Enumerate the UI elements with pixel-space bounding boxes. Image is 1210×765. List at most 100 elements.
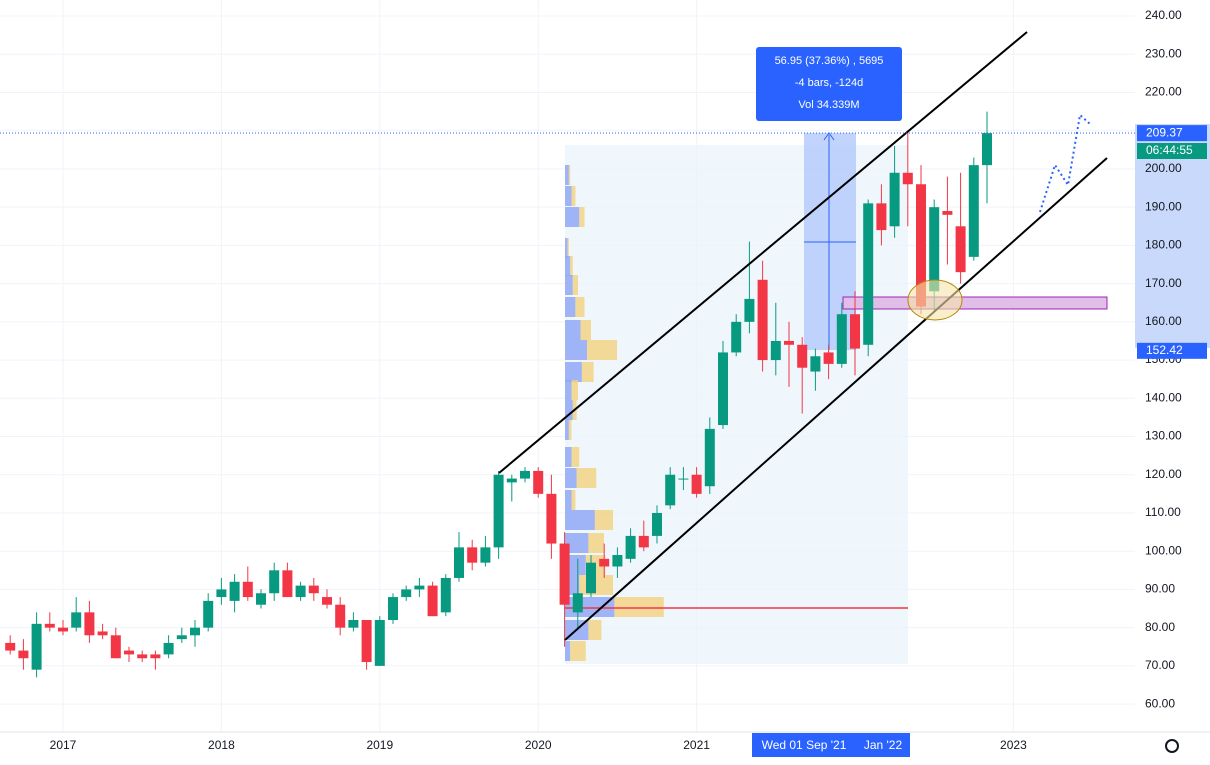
volume-profile-bar xyxy=(565,420,569,440)
candle-body xyxy=(58,627,68,632)
candle-body xyxy=(876,203,887,231)
volume-profile-bar xyxy=(572,275,578,295)
candle-body xyxy=(863,203,874,345)
candle-body xyxy=(5,642,16,651)
candle-body xyxy=(889,172,900,227)
volume-profile-bar xyxy=(594,510,614,530)
candle-body xyxy=(506,478,517,483)
candle-body xyxy=(467,547,478,563)
candle-body xyxy=(18,650,29,659)
candle-body xyxy=(124,650,134,655)
y-tick-label: 130.00 xyxy=(1145,429,1182,443)
volume-profile-bar xyxy=(568,420,572,440)
candle-body xyxy=(203,600,214,628)
volume-profile-bar xyxy=(570,256,573,276)
candle-body xyxy=(665,474,676,506)
x-tick-label: 2021 xyxy=(683,738,710,752)
volume-profile-bar xyxy=(588,533,604,553)
y-tick-label: 90.00 xyxy=(1145,582,1175,596)
candle-body xyxy=(968,165,979,257)
candle-body xyxy=(704,428,715,487)
candle-body xyxy=(493,474,504,548)
y-axis-highlight xyxy=(1135,124,1210,348)
volume-profile-bar xyxy=(614,597,664,617)
volume-profile-bar xyxy=(570,641,586,661)
candle-body xyxy=(744,298,755,322)
candle-body xyxy=(308,585,319,594)
candle-body xyxy=(902,172,913,185)
candle-body xyxy=(269,570,280,594)
candle-body xyxy=(322,597,332,605)
y-tick-label: 180.00 xyxy=(1145,238,1182,252)
candle-body xyxy=(427,585,438,617)
candle-body xyxy=(638,535,649,548)
volume-profile-bar xyxy=(565,186,572,206)
volume-profile-bar xyxy=(579,575,614,595)
candle-body xyxy=(559,543,570,605)
y-tick-label: 200.00 xyxy=(1145,161,1182,175)
candle-body xyxy=(31,623,42,670)
crosshair-label-bg xyxy=(752,733,856,757)
y-tick-label: 230.00 xyxy=(1145,46,1182,60)
volume-profile-bar xyxy=(565,275,573,295)
candle-body xyxy=(454,547,464,578)
candle-body xyxy=(797,344,808,368)
crosshair-x-label: Wed 01 Sep '21 xyxy=(762,738,847,752)
candle-body xyxy=(599,558,610,567)
volume-profile-bar xyxy=(579,207,585,227)
candle-body xyxy=(823,352,834,364)
volume-profile-bar xyxy=(568,165,571,185)
candle-body xyxy=(836,314,847,364)
candle-body xyxy=(929,207,940,292)
candle-body xyxy=(374,620,385,666)
volume-profile-bar xyxy=(580,320,591,340)
y-tick-label: 140.00 xyxy=(1145,390,1182,404)
y-tick-label: 160.00 xyxy=(1145,314,1182,328)
trend-line-upper xyxy=(498,31,1028,474)
y-tick-label: 110.00 xyxy=(1145,505,1181,519)
volume-profile-bar xyxy=(565,297,576,317)
volume-profile-bar xyxy=(565,256,571,276)
volume-profile-bar xyxy=(565,641,571,661)
candle-body xyxy=(916,184,926,307)
x-tick-label: 2018 xyxy=(208,738,235,752)
candle-body xyxy=(190,627,200,636)
volume-profile-bar xyxy=(581,362,594,382)
candle-body xyxy=(414,585,425,590)
price-label-bg xyxy=(1137,342,1207,359)
candle-body xyxy=(546,493,557,544)
candle-body xyxy=(256,593,266,605)
crosshair-label-bg xyxy=(856,733,910,757)
candle-body xyxy=(71,612,82,628)
candle-body xyxy=(440,577,451,613)
volume-profile-bar xyxy=(565,362,582,382)
settings-icon[interactable] xyxy=(1165,739,1179,753)
candle-body xyxy=(533,470,544,494)
measure-info xyxy=(756,47,902,121)
measure-text: -4 bars, -124d xyxy=(795,77,863,89)
candle-body xyxy=(520,470,530,479)
price-label: 209.37 xyxy=(1146,125,1183,139)
y-tick-label: 220.00 xyxy=(1145,85,1182,99)
volume-profile-bar xyxy=(571,447,580,467)
candle-body xyxy=(810,356,821,372)
candle-body xyxy=(229,581,240,601)
volume-profile-bar xyxy=(588,620,602,640)
x-tick-label: 2019 xyxy=(366,738,393,752)
volume-profile-bar xyxy=(565,597,615,617)
volume-profile-bar xyxy=(565,468,577,488)
candle-body xyxy=(691,474,702,494)
candle-body xyxy=(84,612,95,636)
measure-text: Vol 34.339M xyxy=(798,99,859,111)
candle-body xyxy=(784,340,794,345)
candle-body xyxy=(586,562,596,594)
candle-body xyxy=(652,512,662,536)
zone-rect xyxy=(842,296,1108,310)
volume-profile-bar xyxy=(576,468,597,488)
candle-body xyxy=(282,570,293,598)
candle-body xyxy=(850,314,860,349)
y-tick-label: 100.00 xyxy=(1145,543,1182,557)
y-axis-bg xyxy=(1135,0,1210,732)
x-tick-label: 2023 xyxy=(1000,738,1027,752)
